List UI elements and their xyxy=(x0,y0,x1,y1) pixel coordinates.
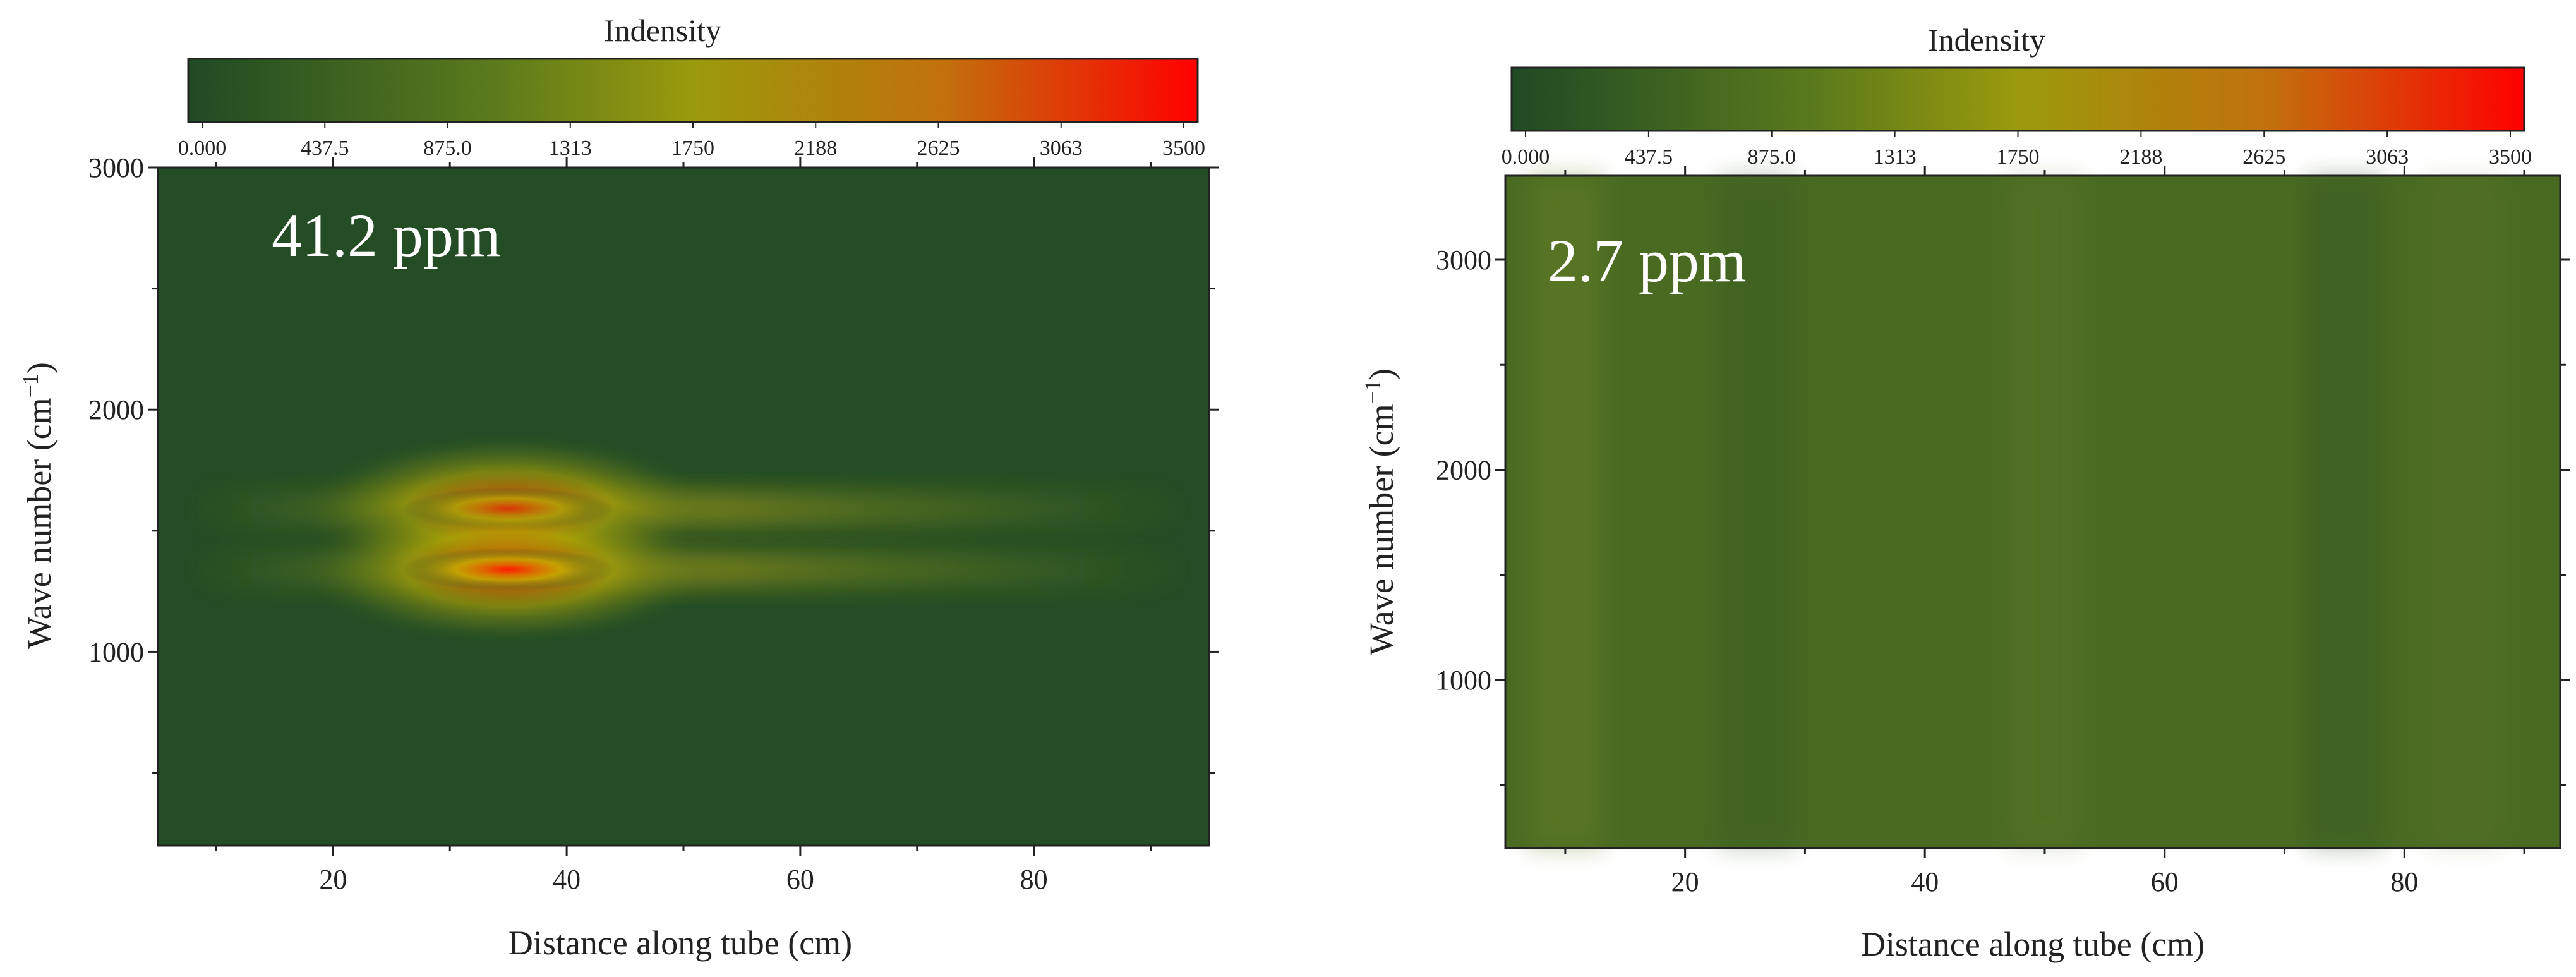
x-axis: 20 40 60 80 xyxy=(1564,166,2525,897)
y-axis: 1000 2000 3000 xyxy=(88,152,1219,774)
y-tick-label: 1000 xyxy=(1436,665,1491,696)
y-axis-label: Wave number (cm−1) xyxy=(1360,368,1400,655)
x-tick-label: 40 xyxy=(553,864,581,895)
colorbar-tick-label: 0.000 xyxy=(178,137,227,160)
colorbar-tick-label: 1313 xyxy=(549,137,592,160)
heatmap-peak xyxy=(400,548,616,592)
x-tick-label: 40 xyxy=(1911,866,1939,897)
x-tick-label: 60 xyxy=(786,864,814,895)
y-axis-label-text: Wave number (cm xyxy=(1363,404,1400,655)
colorbar-tick-label: 875.0 xyxy=(423,137,472,160)
colorbar-ticks: 0.000 437.5 875.0 1313 1750 2188 2625 3063 3500 xyxy=(1502,131,2532,169)
colorbar xyxy=(187,58,1199,123)
x-tick-label: 20 xyxy=(319,864,347,895)
y-tick-label: 2000 xyxy=(1436,455,1491,486)
heatmap-stripe xyxy=(2306,176,2383,848)
y-tick-label: 1000 xyxy=(88,636,144,667)
colorbar-tick-label: 2188 xyxy=(2119,145,2162,169)
heatmap-stripe xyxy=(1527,176,1603,848)
colorbar-tick-label: 1313 xyxy=(1874,145,1917,169)
y-tick-label: 3000 xyxy=(88,152,144,183)
colorbar-tick-label: 437.5 xyxy=(1625,145,1673,169)
y-axis-label-close: ) xyxy=(20,362,58,373)
x-tick-label: 80 xyxy=(2390,866,2418,897)
y-axis-label-close: ) xyxy=(1363,368,1400,380)
x-axis: 20 40 60 80 xyxy=(215,157,1152,895)
y-axis-label-superscript: −1 xyxy=(18,373,43,397)
colorbar-ticks: 0.000 437.5 875.0 1313 1750 2188 2625 3063 3500 xyxy=(178,122,1205,160)
colorbar-tick-label: 0.000 xyxy=(1502,145,1550,169)
colorbar xyxy=(1510,66,2525,132)
y-tick-label: 2000 xyxy=(88,394,144,425)
colorbar-tick-label: 2625 xyxy=(917,137,960,160)
y-axis-label-text: Wave number (cm xyxy=(20,397,58,649)
heatmap-stripe xyxy=(1719,176,1795,848)
colorbar-tick-label: 3500 xyxy=(1162,137,1205,160)
colorbar-tick-label: 1750 xyxy=(1997,145,2040,169)
colorbar-label: Indensity xyxy=(1928,22,2045,58)
colorbar-tick-label: 2625 xyxy=(2242,145,2285,169)
concentration-annotation: 2.7 ppm xyxy=(1548,227,1747,294)
concentration-annotation: 41.2 ppm xyxy=(272,202,501,269)
heatmap-features xyxy=(193,433,1186,646)
x-axis-label: Distance along tube (cm) xyxy=(509,924,852,962)
x-tick-label: 60 xyxy=(2151,866,2179,897)
colorbar-tick-label: 2188 xyxy=(794,137,837,160)
y-axis-label: Wave number (cm−1) xyxy=(18,362,58,649)
heatmap-panel-41ppm: Indensity 0.000 437.5 875.0 1313 1750 2188 262… xyxy=(18,13,1219,962)
heatmap-stripe xyxy=(2006,176,2083,848)
y-axis-label-superscript: −1 xyxy=(1360,380,1385,404)
x-tick-label: 80 xyxy=(1020,864,1048,895)
y-axis: 1000 2000 3000 xyxy=(1436,245,2570,786)
colorbar-tick-label: 1750 xyxy=(671,137,714,160)
colorbar-tick-label: 875.0 xyxy=(1748,145,1797,169)
colorbar-label: Indensity xyxy=(604,13,721,48)
colorbar-tick-label: 437.5 xyxy=(301,137,349,160)
colorbar-tick-label: 3063 xyxy=(1040,137,1083,160)
heatmap-stripe xyxy=(2426,176,2503,848)
colorbar-tick-label: 3063 xyxy=(2366,145,2409,169)
heatmap-panel-2ppm: Indensity 0.000 437.5 875.0 1313 1750 2188 262… xyxy=(1360,22,2570,963)
colorbar-tick-label: 3500 xyxy=(2489,145,2532,169)
x-tick-label: 20 xyxy=(1671,866,1699,897)
x-axis-label: Distance along tube (cm) xyxy=(1861,925,2205,963)
heatmap-features xyxy=(1527,176,2503,848)
plot-frame xyxy=(1504,174,2561,849)
y-tick-label: 3000 xyxy=(1436,245,1491,276)
